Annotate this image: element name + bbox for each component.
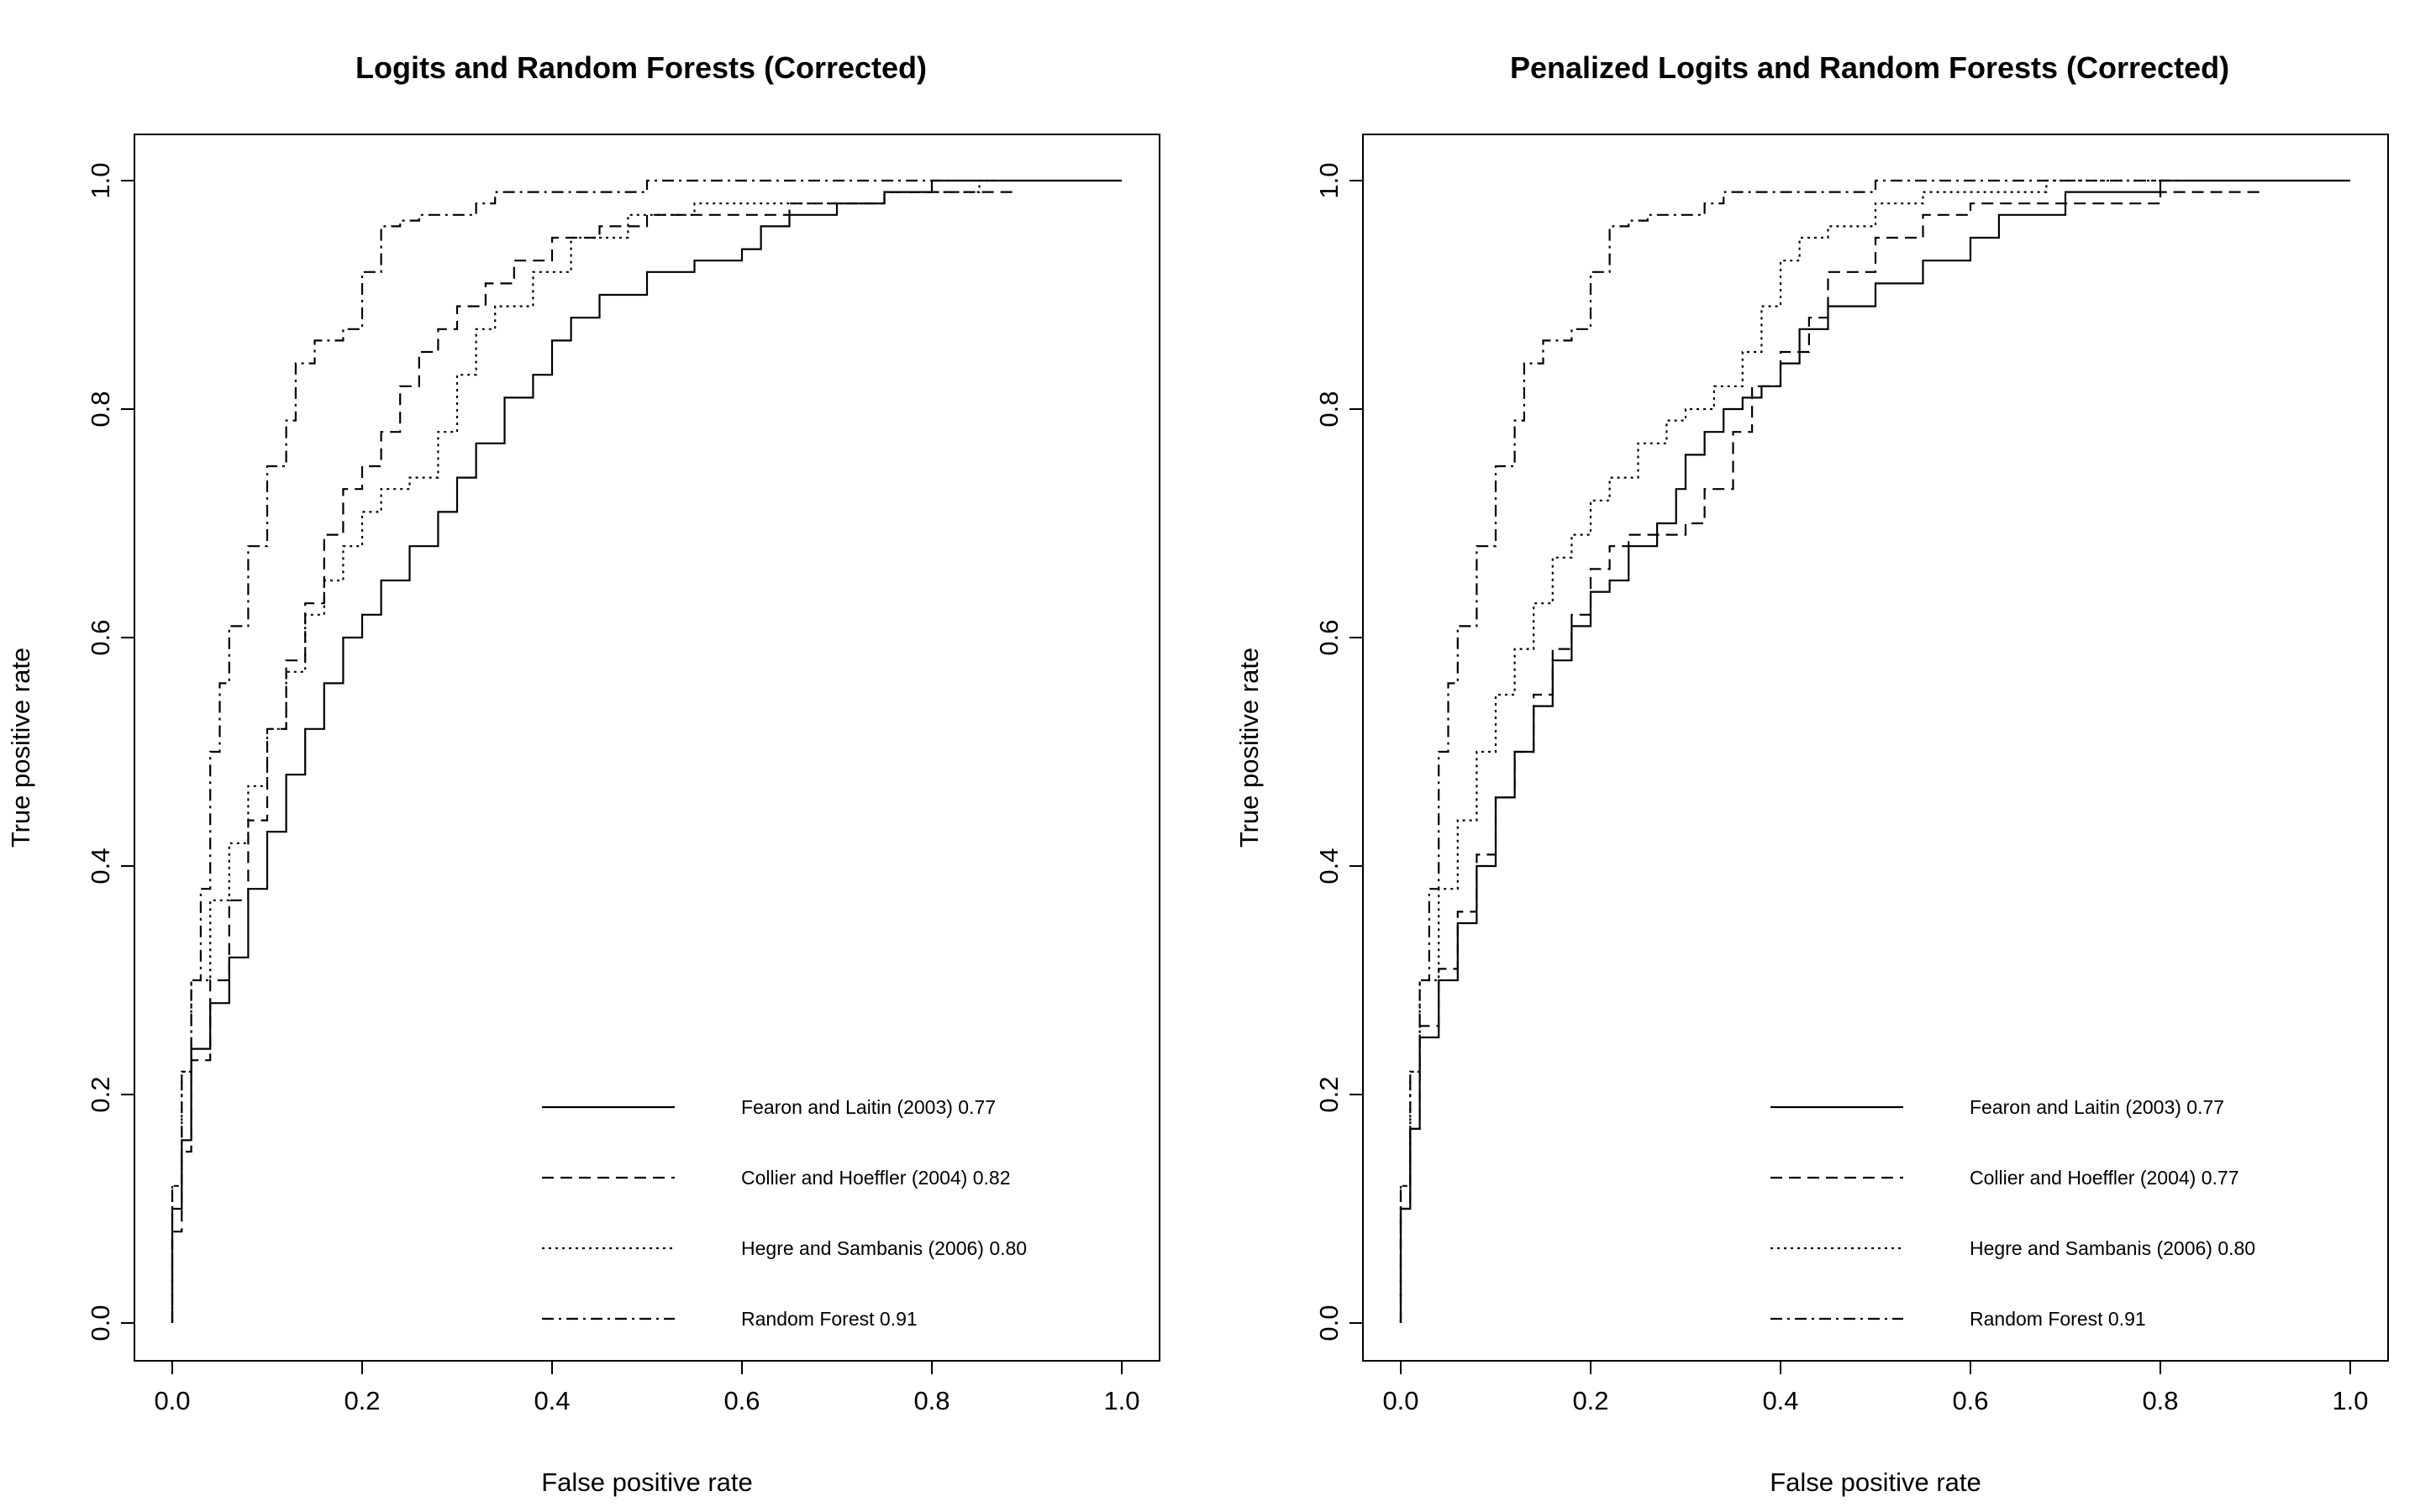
left-tick-group: 0.0 0.2 0.4 0.6 0.8 1.0 0.0 0.2 0.4 0.6 0.8 1.0 — [86, 162, 1140, 1415]
right-legend-label: Hegre and Sambanis (2006) 0.80 — [1970, 1237, 2255, 1259]
left-y-tick-label: 0.6 — [86, 619, 115, 655]
left-x-axis-label: False positive rate — [541, 1467, 753, 1497]
right-legend-label: Random Forest 0.91 — [1970, 1308, 2146, 1330]
right-x-tick-label: 0.2 — [1572, 1386, 1608, 1415]
left-chart-title: Logits and Random Forests (Corrected) — [355, 50, 927, 85]
left-x-tick-label: 0.8 — [913, 1386, 950, 1415]
left-legend-label: Collier and Hoeffler (2004) 0.82 — [741, 1167, 1010, 1189]
right-x-tick-label: 0.6 — [1952, 1386, 1988, 1415]
left-roc-curve-dotted — [171, 179, 999, 1323]
left-legend-label: Random Forest 0.91 — [741, 1308, 918, 1330]
right-legend-label: Collier and Hoeffler (2004) 0.77 — [1970, 1167, 2238, 1189]
right-y-tick-label: 0.6 — [1314, 619, 1344, 655]
right-legend: Fearon and Laitin (2003) 0.77 Collier and… — [1770, 1096, 2255, 1330]
left-x-tick-label: 0.0 — [154, 1386, 190, 1415]
right-x-tick-label: 1.0 — [2332, 1386, 2368, 1415]
right-x-tick-label: 0.4 — [1762, 1386, 1798, 1415]
left-y-tick-label: 0.8 — [86, 391, 115, 427]
right-roc-curve-dotdash — [1399, 179, 2180, 1323]
right-roc-curve-dashed — [1399, 191, 2265, 1323]
right-chart-title: Penalized Logits and Random Forests (Cor… — [1510, 50, 2229, 85]
right-tick-group: 0.0 0.2 0.4 0.6 0.8 1.0 0.0 0.2 0.4 0.6 0.8 1.0 — [1314, 162, 2369, 1415]
left-y-axis-label: True positive rate — [6, 648, 35, 848]
right-y-tick-label: 0.0 — [1314, 1305, 1344, 1341]
left-x-tick-label: 1.0 — [1103, 1386, 1139, 1415]
left-y-tick-label: 0.0 — [86, 1305, 115, 1341]
right-y-axis-label: True positive rate — [1234, 648, 1264, 848]
right-roc-panel: Penalized Logits and Random Forests (Cor… — [1234, 50, 2389, 1497]
right-y-tick-label: 0.2 — [1314, 1076, 1344, 1112]
left-y-tick-label: 0.2 — [86, 1076, 115, 1112]
left-y-tick-label: 0.4 — [86, 848, 115, 884]
left-curve-group — [171, 179, 1122, 1323]
left-roc-panel: Logits and Random Forests (Corrected) Fa… — [6, 50, 1160, 1497]
right-x-tick-label: 0.8 — [2142, 1386, 2178, 1415]
left-roc-curve-solid — [171, 179, 1122, 1323]
right-roc-curve-dotted — [1399, 179, 2170, 1323]
right-y-tick-label: 0.4 — [1314, 848, 1344, 884]
left-x-tick-label: 0.4 — [534, 1386, 570, 1415]
left-legend-label: Hegre and Sambanis (2006) 0.80 — [741, 1237, 1027, 1259]
left-roc-curve-dashed — [171, 191, 1018, 1323]
right-y-tick-label: 0.8 — [1314, 391, 1344, 427]
right-curve-group — [1399, 179, 2350, 1323]
left-x-tick-label: 0.2 — [344, 1386, 380, 1415]
left-legend: Fearon and Laitin (2003) 0.77 Collier and… — [542, 1096, 1027, 1330]
left-legend-label: Fearon and Laitin (2003) 0.77 — [741, 1096, 996, 1118]
right-legend-label: Fearon and Laitin (2003) 0.77 — [1970, 1096, 2224, 1118]
right-x-tick-label: 0.0 — [1382, 1386, 1418, 1415]
left-y-tick-label: 1.0 — [86, 162, 115, 198]
left-x-tick-label: 0.6 — [723, 1386, 760, 1415]
left-roc-curve-dotdash — [171, 179, 951, 1323]
right-x-axis-label: False positive rate — [1770, 1467, 1981, 1497]
right-y-tick-label: 1.0 — [1314, 162, 1344, 198]
